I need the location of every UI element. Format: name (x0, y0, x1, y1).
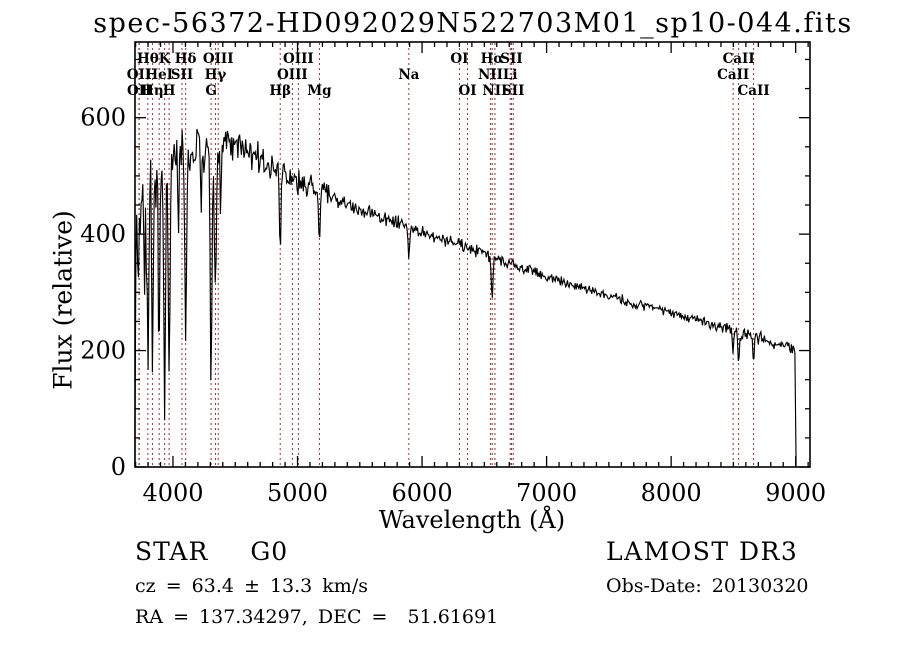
obs-date-label: Obs-Date: 20130320 (606, 575, 809, 597)
object-subclass: G0 (250, 537, 289, 566)
spectral-line-label: SII (171, 67, 193, 83)
spectral-line-label: SII (502, 83, 524, 99)
spectral-line-label: NII (478, 67, 503, 83)
spectral-line-label: OIII (203, 51, 234, 67)
spectral-line-label: Na (398, 67, 419, 83)
plot-frame (134, 41, 811, 468)
spectral-line-label: Hγ (205, 67, 227, 83)
spectral-line-label: Hδ (175, 51, 197, 67)
y-tick-label: 400 (80, 220, 126, 248)
survey-label: LAMOST DR3 (606, 537, 799, 566)
x-axis-label: Wavelength (Å) (378, 506, 566, 534)
annotation-block-left: STAR G0 cz = 63.4 ± 13.3 km/s RA = 137.34… (135, 537, 498, 628)
spectral-line-label: OII (127, 67, 151, 83)
spectral-line-label: OI (458, 83, 476, 99)
cz-line: cz = 63.4 ± 13.3 km/s (135, 575, 368, 597)
y-axis-label: Flux (relative) (48, 210, 78, 390)
spectral-line-label: G (205, 83, 217, 99)
spectrum-line (134, 129, 797, 466)
spectral-line-label: HeI (145, 67, 173, 83)
spectral-line-label: NII (482, 83, 507, 99)
annotation-block-right: LAMOST DR3 Obs-Date: 20130320 (606, 537, 809, 597)
spectral-line-label: OII (127, 83, 151, 99)
spectral-line-label: OIII (277, 67, 308, 83)
y-tick-label: 600 (80, 104, 126, 132)
spectral-line-label: CaII (717, 67, 749, 83)
spectral-line-label: OI (450, 51, 468, 67)
spectral-line-label: Mg (307, 83, 332, 99)
spectral-line-label: CaII (723, 51, 755, 67)
x-tick-label: 9000 (765, 479, 826, 507)
x-tick-label: 4000 (142, 479, 203, 507)
plot-title: spec-56372-HD092029N522703M01_sp10-044.f… (93, 8, 853, 39)
object-class: STAR (135, 537, 209, 566)
spectral-line-label: CaII (738, 83, 770, 99)
spectral-line-label: Hη (141, 83, 164, 99)
spectral-line-label: H (163, 83, 176, 99)
spectral-line-label: K (159, 51, 172, 67)
spectral-line-label: Li (503, 67, 518, 83)
spectral-line-label: SII (500, 51, 522, 67)
y-tick-label: 0 (111, 453, 126, 481)
x-tick-label: 6000 (392, 479, 453, 507)
spectral-line-label: Hθ (137, 51, 159, 67)
spectral-line-label: OIII (283, 51, 314, 67)
radec-line: RA = 137.34297, DEC = 51.61691 (135, 606, 499, 628)
x-tick-label: 7000 (516, 479, 577, 507)
spectral-line-label: Hα (481, 51, 505, 67)
object-class-line: STAR G0 (135, 537, 498, 566)
x-tick-label: 8000 (641, 479, 702, 507)
x-tick-label: 5000 (267, 479, 328, 507)
spectral-line-label: Hβ (269, 83, 291, 99)
y-tick-label: 200 (80, 337, 126, 365)
